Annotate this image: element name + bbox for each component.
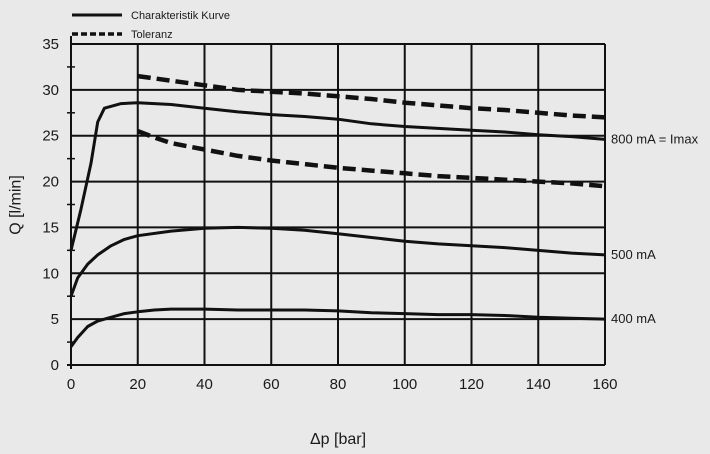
y-tick-label-7: 35 [42,36,59,53]
y-tick-labels: 0 5 10 15 20 25 30 35 [42,36,59,374]
x-tick-label-1: 20 [129,376,146,393]
characteristic-curve-0 [69,101,606,251]
y-tick-label-3: 15 [42,219,59,236]
characteristic-curve-1 [69,225,606,297]
legend-solid-label: Charakteristik Kurve [131,10,230,22]
curve-label-0: 800 mA = Imax [611,131,699,146]
curve-label-2: 400 mA [611,311,656,326]
legend: Charakteristik Kurve Toleranz [72,10,230,41]
y-tick-label-2: 10 [42,265,59,282]
y-tick-label-1: 5 [51,311,59,328]
x-tick-labels: 0 20 40 60 80 100 120 140 160 [67,376,618,393]
curve-label-1: 500 mA [611,247,656,262]
x-axis-label: Δp [bar] [310,431,366,448]
y-axis-label: Q [l/min] [7,175,24,235]
curves [69,73,606,348]
x-tick-label-0: 0 [67,376,75,393]
curve-labels: 800 mA = Imax 500 mA 400 mA [611,131,699,326]
x-tick-label-7: 140 [526,376,551,393]
y-tick-label-0: 0 [51,357,59,374]
x-tick-label-2: 40 [196,376,213,393]
grid [71,43,606,365]
x-tick-label-3: 60 [263,376,280,393]
legend-dashed-label: Toleranz [131,29,173,41]
characteristic-curve-2 [69,307,606,348]
y-tick-label-5: 25 [42,128,59,145]
x-tick-label-6: 120 [459,376,484,393]
x-tick-label-4: 80 [330,376,347,393]
y-tick-label-6: 30 [42,82,59,99]
tolerance-curve-4 [136,129,606,189]
x-tick-label-8: 160 [592,376,617,393]
x-tick-label-5: 100 [392,376,417,393]
y-tick-label-4: 20 [42,174,59,191]
tolerance-curve-3 [137,73,606,120]
